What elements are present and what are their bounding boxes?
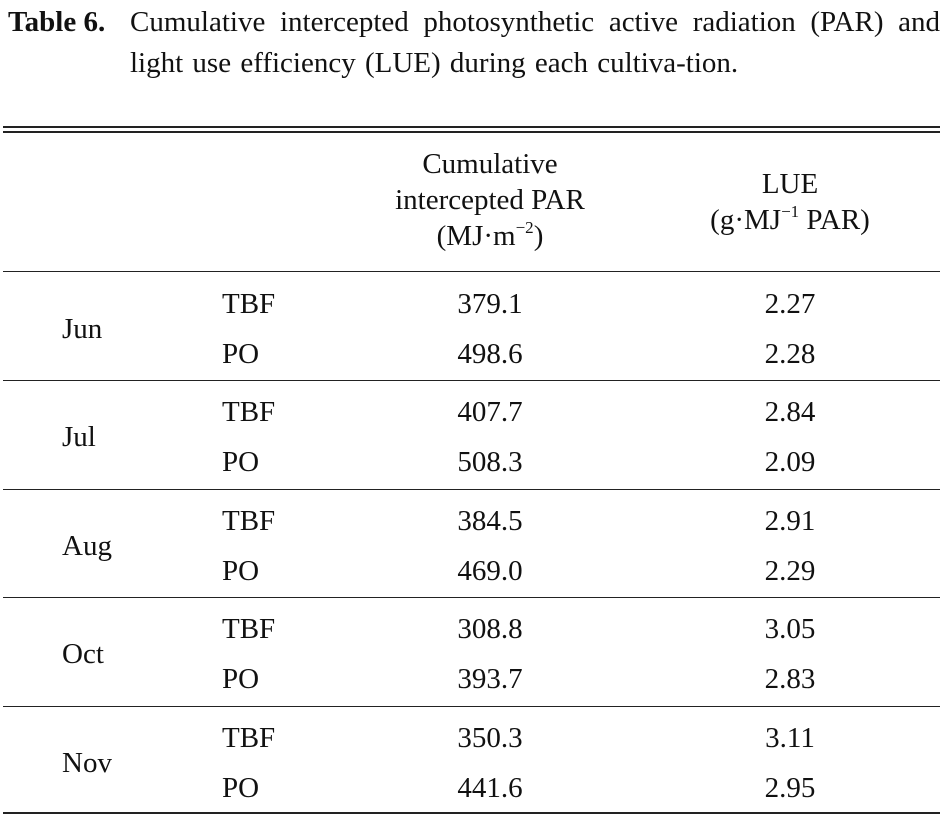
lue-value: 2.91 [764,504,816,537]
par-value: 498.6 [457,338,523,370]
group-divider [3,597,940,598]
treatment-label: TBF [222,721,276,754]
group-divider [3,706,940,707]
table-bottom-rule [3,812,940,814]
lue-value: 2.83 [764,663,816,696]
par-value: 469.0 [457,554,523,587]
par-value: 393.7 [457,663,523,696]
par-value: 441.6 [457,771,523,804]
treatment-label: TBF [222,396,276,429]
month-label: Nov [62,746,112,779]
table-caption-label: Table 6. [8,6,106,38]
group-divider [3,380,940,381]
month-label: Oct [62,638,104,671]
par-unit-text: (MJ·m [436,220,516,252]
par-value: 384.5 [457,504,523,537]
table-top-rule-inner [3,131,940,133]
lue-unit-exponent: −1 [781,202,800,221]
lue-value: 2.84 [764,396,816,429]
table-caption: Table 6. Cumulative intercepted photosyn… [8,2,940,84]
par-value: 350.3 [457,721,523,754]
header-rule [3,271,940,272]
table-top-rule [3,126,940,128]
par-value: 508.3 [457,446,523,479]
treatment-label: PO [222,554,260,587]
par-value: 308.8 [457,613,523,646]
par-unit-close: ) [533,220,544,252]
par-value: 379.1 [457,288,523,320]
lue-value: 2.29 [764,554,816,587]
month-label: Jun [62,313,103,345]
treatment-label: PO [222,771,260,804]
par-value: 407.7 [457,396,523,429]
lue-value: 3.05 [764,613,816,646]
column-header-par-line2: intercepted PAR [395,184,585,216]
treatment-label: TBF [222,613,276,646]
month-label: Aug [62,529,112,562]
lue-value: 2.27 [764,288,816,320]
treatment-label: TBF [222,504,276,537]
lue-unit-close: PAR) [799,204,870,236]
column-header-lue-unit: (g·MJ−1 PAR) [640,202,940,238]
treatment-label: PO [222,663,260,696]
month-label: Jul [62,421,96,454]
column-header-lue-line1: LUE [761,168,819,200]
treatment-label: PO [222,446,260,479]
treatment-label: TBF [222,288,276,320]
column-header-par-line1: Cumulative [422,148,558,180]
column-header-par-unit: (MJ·m−2) [340,218,640,254]
column-header-cumulative-par: Cumulative intercepted PAR (MJ·m−2) [340,146,640,254]
lue-value: 2.95 [764,771,816,804]
table-caption-text: Cumulative intercepted photosynthetic ac… [130,6,940,79]
lue-value: 3.11 [765,721,815,754]
lue-unit-text: (g·MJ [710,204,782,236]
lue-value: 2.28 [764,338,816,370]
group-divider [3,489,940,490]
column-header-lue: LUE (g·MJ−1 PAR) [640,166,940,238]
lue-value: 2.09 [764,446,816,479]
treatment-label: PO [222,338,260,370]
par-unit-exponent: −2 [515,218,534,237]
